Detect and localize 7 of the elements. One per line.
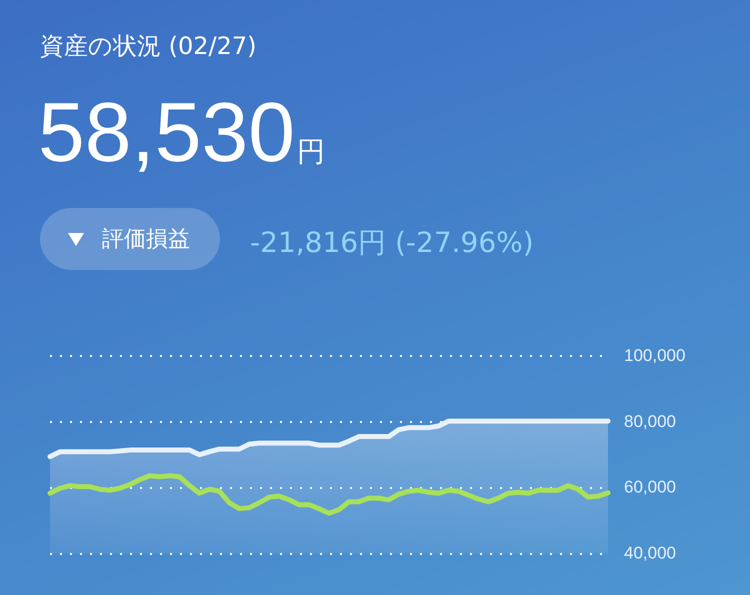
chart-title: 資産の状況 (02/27) bbox=[40, 31, 257, 62]
y-tick-label: 60,000 bbox=[624, 478, 676, 497]
text: 評価損益 bbox=[102, 226, 190, 254]
y-tick-label: 40,000 bbox=[624, 543, 676, 562]
y-tick-label: 100,000 bbox=[624, 346, 686, 365]
text: -21,816円 (-27.96%) bbox=[250, 225, 534, 261]
y-tick-label: 80,000 bbox=[624, 412, 676, 431]
